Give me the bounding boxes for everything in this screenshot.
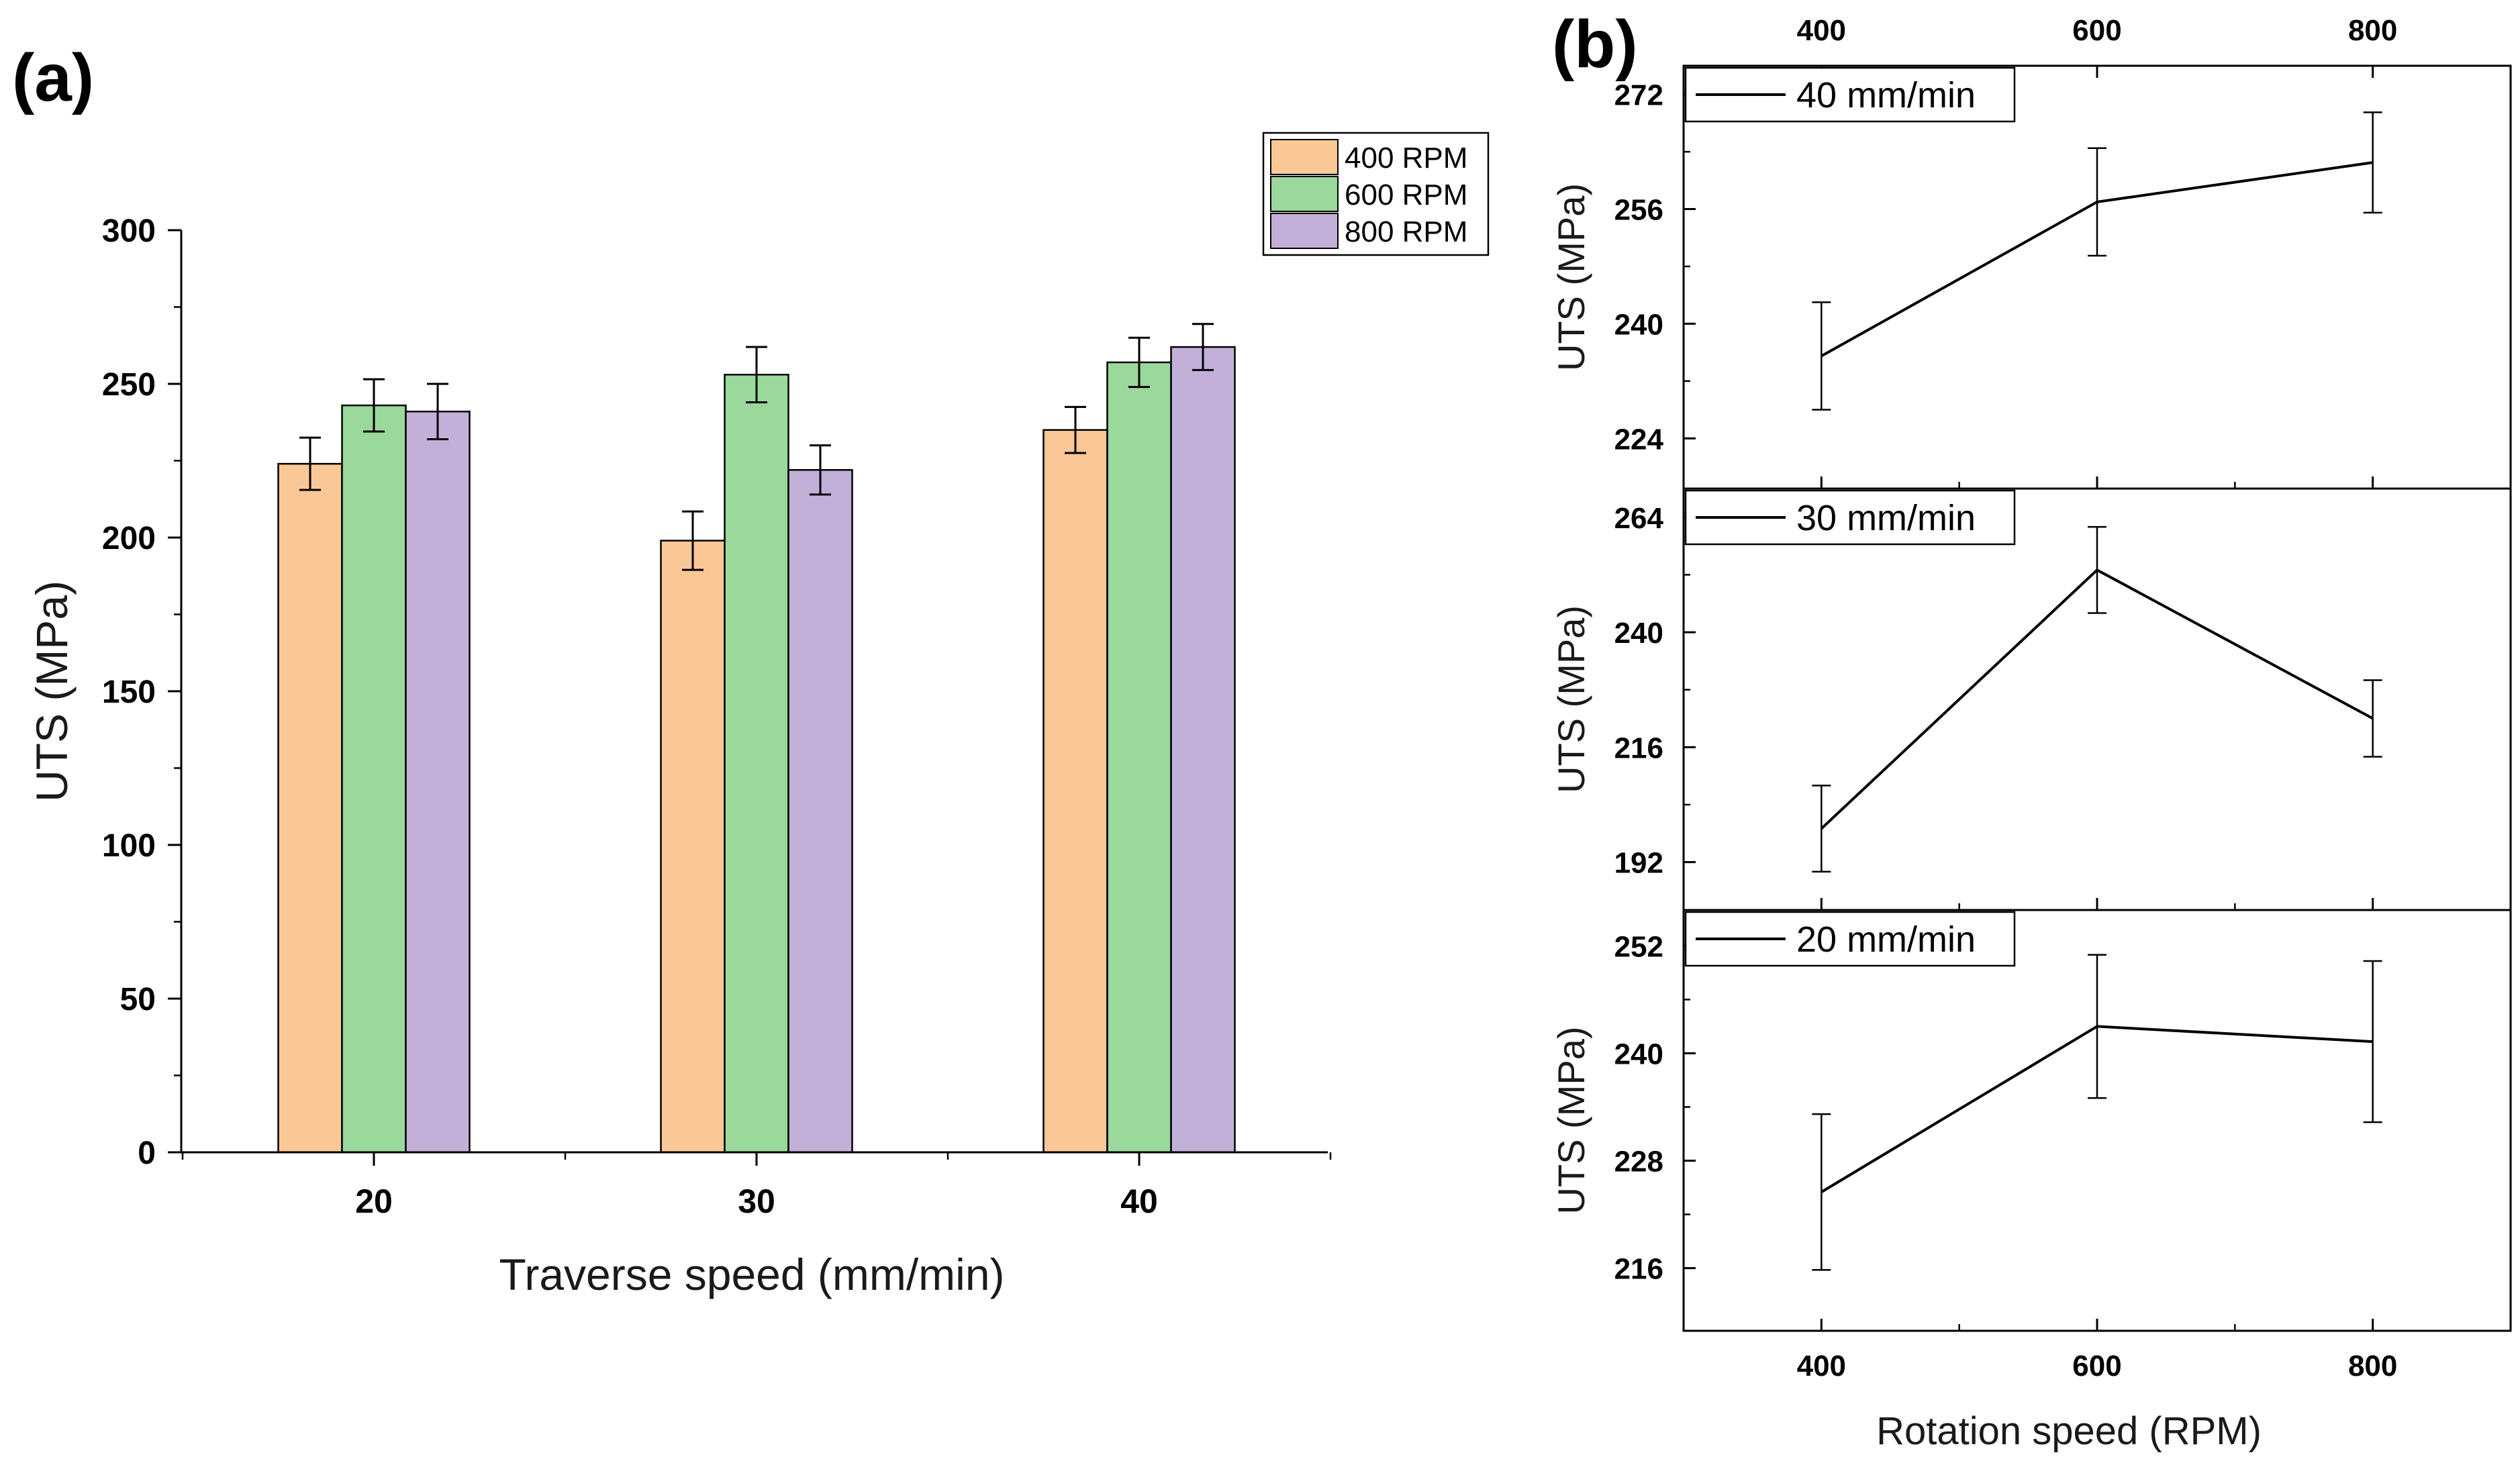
panel-label-a: (a) (12, 40, 94, 115)
line-subplot-40-mm-min: 224 240 256 272 40 mm/min UTS (MPa) (1550, 64, 2512, 490)
bar-400-rpm-30 (660, 540, 726, 1154)
x-tick-label-top: 400 (1797, 14, 1846, 47)
x-tick-label: 30 (738, 1182, 775, 1220)
panel-label-b: (b) (1552, 7, 1638, 82)
x-tick-label: 600 (2072, 1350, 2121, 1382)
legend-label: 20 mm/min (1796, 919, 1976, 960)
y-tick-label: 256 (1614, 194, 1663, 227)
bar-800-rpm-30 (787, 468, 853, 1154)
bar-600-rpm-40 (1106, 361, 1172, 1154)
legend-label-800: 800 RPM (1345, 215, 1467, 248)
line-chart-panel: (b) 224 240 256 272 40 mm/min UTS (MPa) 192 216… (1550, 7, 2512, 1453)
line-subplot-20-mm-min: 216 228 240 252 20 mm/min UTS (MPa) (1550, 909, 2512, 1332)
subplot-frame (1682, 64, 2512, 490)
bar-400-rpm-40 (1043, 429, 1108, 1154)
y-tick-label: 300 (102, 213, 156, 249)
y-tick-label: 264 (1614, 502, 1664, 535)
x-axis-title-b: Rotation speed (RPM) (1876, 1409, 2262, 1453)
y-tick-label: 240 (1614, 617, 1663, 650)
y-tick-label: 150 (102, 674, 156, 710)
y-tick-label: 272 (1614, 79, 1663, 112)
legend-swatch-800 (1270, 213, 1339, 249)
y-axis-title: UTS (MPa) (27, 581, 77, 802)
y-tick-label: 0 (138, 1136, 156, 1171)
legend-label-600: 600 RPM (1345, 179, 1467, 211)
x-tick-label: 40 (1120, 1182, 1158, 1220)
y-tick-label: 240 (1614, 1038, 1663, 1070)
x-tick-label: 20 (355, 1182, 393, 1220)
line-subplot-30-mm-min: 192 216 240 264 30 mm/min UTS (MPa) (1550, 487, 2512, 911)
bar-400-rpm-20 (277, 462, 343, 1154)
y-axis-title: UTS (MPa) (1550, 183, 1592, 371)
x-tick-label: 800 (2348, 1350, 2397, 1382)
bar-chart-axes: 0 50 100 150 200 250 300 20 30 40 (102, 213, 1332, 1220)
bar-800-rpm-40 (1170, 346, 1236, 1154)
legend-label-400: 400 RPM (1345, 142, 1467, 174)
x-tick-label-top: 800 (2348, 14, 2397, 47)
y-tick-label: 252 (1614, 930, 1663, 963)
y-tick-label: 228 (1614, 1146, 1663, 1178)
x-axis-title: Traverse speed (mm/min) (499, 1250, 1004, 1299)
x-tick-label: 400 (1797, 1350, 1846, 1382)
bar-chart-panel: (a) 0 50 100 150 200 250 300 20 30 40 UTS (MPa) T… (12, 40, 1490, 1299)
bar-600-rpm-30 (724, 374, 789, 1154)
legend-label: 40 mm/min (1796, 75, 1976, 115)
legend-label: 30 mm/min (1796, 498, 1976, 538)
legend-swatch-600 (1270, 176, 1339, 212)
y-tick-label: 216 (1614, 732, 1663, 764)
y-tick-label: 216 (1614, 1253, 1663, 1286)
y-tick-label: 192 (1614, 847, 1663, 880)
bar-600-rpm-20 (341, 404, 407, 1154)
y-axis-title: UTS (MPa) (1550, 605, 1592, 793)
y-tick-label: 50 (120, 982, 156, 1017)
legend-swatch-400 (1270, 139, 1339, 175)
y-axis-title: UTS (MPa) (1550, 1027, 1592, 1215)
y-tick-label: 240 (1614, 308, 1663, 341)
bar-group (277, 323, 1236, 1154)
x-tick-label-top: 600 (2072, 14, 2121, 47)
y-tick-label: 250 (102, 367, 156, 403)
bar-800-rpm-20 (405, 410, 471, 1154)
legend: 400 RPM 600 RPM 800 RPM (1262, 132, 1490, 256)
y-tick-label: 224 (1614, 423, 1664, 456)
y-tick-label: 100 (102, 828, 156, 864)
y-tick-label: 200 (102, 521, 156, 556)
